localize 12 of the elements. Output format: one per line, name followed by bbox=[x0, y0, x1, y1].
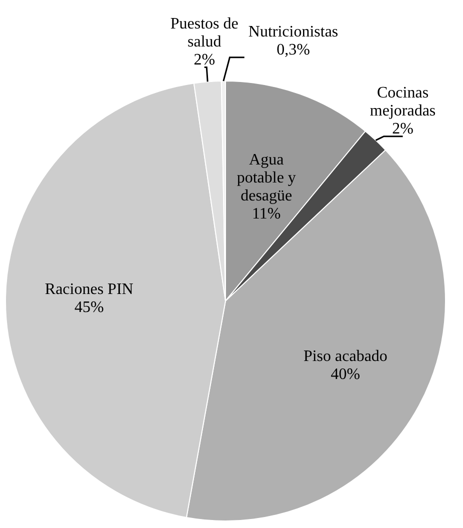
slice-label: Nutricionistas bbox=[248, 24, 338, 41]
data-label: 11% bbox=[252, 205, 281, 222]
slice-label: Agua potable y desagüe bbox=[236, 151, 296, 204]
slice-label: Puestos de salud bbox=[170, 15, 238, 50]
data-label: 45% bbox=[74, 298, 104, 316]
slice-label: Cocinas mejoradas bbox=[370, 84, 436, 120]
slice-label: Piso acabado bbox=[303, 348, 388, 366]
data-label: 2% bbox=[194, 51, 216, 68]
data-label: 0,3% bbox=[276, 42, 310, 59]
data-label: 40% bbox=[330, 366, 360, 384]
slice-label: Raciones PIN bbox=[44, 280, 134, 298]
data-label: 2% bbox=[392, 120, 414, 138]
